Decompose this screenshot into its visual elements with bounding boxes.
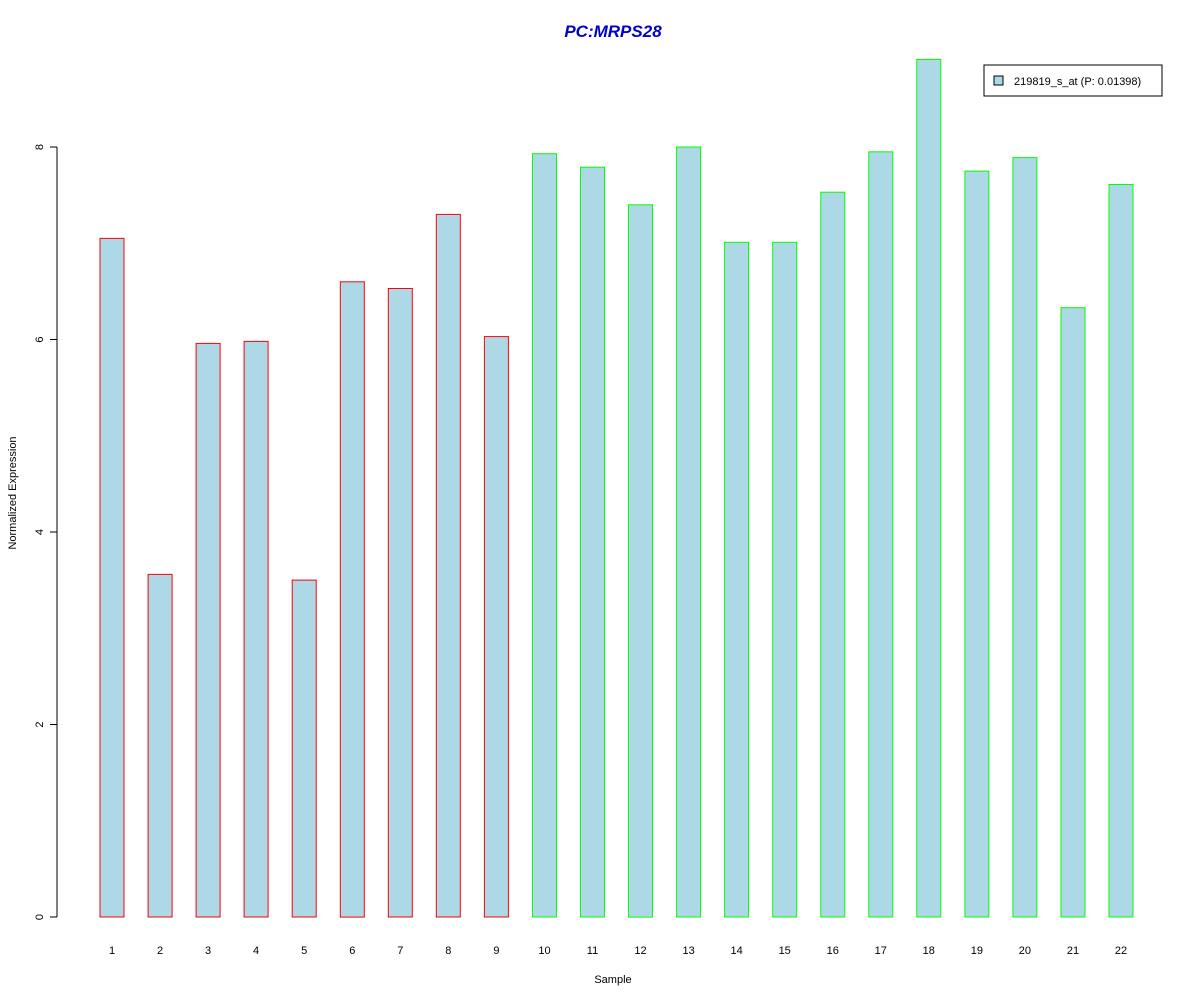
x-tick-label: 12 bbox=[634, 945, 646, 957]
x-tick-label: 21 bbox=[1067, 945, 1079, 957]
x-tick-label: 4 bbox=[253, 945, 259, 957]
bar-sample-17 bbox=[868, 151, 894, 918]
bar-sample-16 bbox=[820, 191, 846, 918]
x-tick-label: 3 bbox=[205, 945, 211, 957]
bar-sample-19 bbox=[964, 170, 990, 918]
bar-sample-10 bbox=[532, 153, 557, 918]
x-tick-label: 5 bbox=[301, 945, 307, 957]
x-tick-label: 15 bbox=[779, 945, 791, 957]
x-tick-labels: 1 2 3 4 5 6 7 8 9 10 11 12 13 14 15 16 17 18 19 20 21 22 bbox=[109, 945, 1127, 957]
x-tick-label: 1 bbox=[109, 945, 115, 957]
x-tick-label: 17 bbox=[875, 945, 887, 957]
bar-sample-14 bbox=[724, 241, 750, 918]
x-tick-label: 19 bbox=[971, 945, 983, 957]
bar-sample-8 bbox=[435, 213, 461, 918]
y-tick-label: 0 bbox=[34, 914, 46, 920]
x-tick-label: 7 bbox=[397, 945, 403, 957]
bar-sample-12 bbox=[628, 204, 653, 918]
x-tick-label: 8 bbox=[445, 945, 451, 957]
legend: 219819_s_at (P: 0.01398) bbox=[983, 64, 1163, 97]
x-tick-label: 16 bbox=[827, 945, 839, 957]
x-tick-label: 13 bbox=[682, 945, 694, 957]
bar-sample-6 bbox=[339, 281, 365, 918]
y-axis-label: Normalized Expression bbox=[7, 436, 19, 549]
bar-sample-2 bbox=[147, 573, 173, 918]
bar-sample-15 bbox=[772, 241, 798, 918]
legend-swatch bbox=[993, 75, 1004, 86]
bar-sample-18 bbox=[916, 58, 942, 918]
y-tick-label: 6 bbox=[34, 336, 46, 342]
bar-sample-22 bbox=[1108, 184, 1134, 918]
x-tick-label: 6 bbox=[349, 945, 355, 957]
x-tick-label: 14 bbox=[730, 945, 742, 957]
bar-sample-5 bbox=[291, 579, 317, 918]
y-axis: 0 2 4 6 8 bbox=[34, 144, 58, 920]
x-axis-label: Sample bbox=[594, 974, 631, 986]
bar-sample-9 bbox=[483, 336, 509, 918]
bar-sample-3 bbox=[195, 342, 221, 918]
bars bbox=[99, 58, 1134, 918]
chart-title: PC:MRPS28 bbox=[564, 22, 662, 41]
bar-sample-1 bbox=[99, 237, 125, 918]
bar-sample-13 bbox=[676, 146, 702, 918]
x-tick-label: 22 bbox=[1115, 945, 1127, 957]
legend-box bbox=[983, 64, 1163, 97]
x-tick-label: 10 bbox=[538, 945, 550, 957]
x-tick-label: 11 bbox=[587, 945, 598, 957]
bar-sample-21 bbox=[1060, 307, 1086, 918]
x-tick-label: 2 bbox=[157, 945, 163, 957]
legend-label: 219819_s_at (P: 0.01398) bbox=[1014, 76, 1141, 88]
x-tick-label: 9 bbox=[493, 945, 499, 957]
y-tick-label: 4 bbox=[34, 529, 46, 535]
x-tick-label: 18 bbox=[923, 945, 935, 957]
bar-sample-20 bbox=[1012, 157, 1038, 918]
y-tick-label: 8 bbox=[34, 144, 46, 150]
bar-sample-11 bbox=[580, 166, 605, 918]
bar-sample-7 bbox=[387, 288, 413, 918]
y-tick-label: 2 bbox=[34, 721, 46, 727]
x-tick-label: 20 bbox=[1019, 945, 1031, 957]
y-ticks: 0 2 4 6 8 bbox=[34, 144, 57, 920]
bar-sample-4 bbox=[243, 340, 269, 918]
